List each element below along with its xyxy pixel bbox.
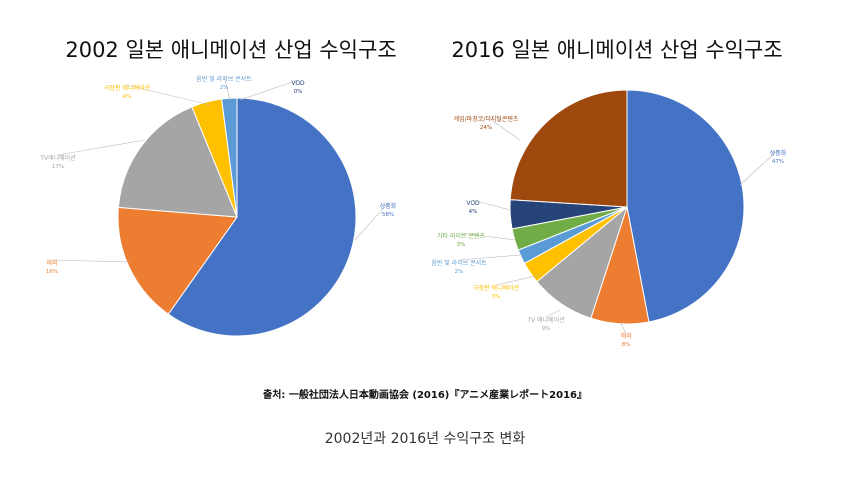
slice-label: 해외 bbox=[620, 332, 631, 340]
slice-percent: 3% bbox=[492, 294, 501, 300]
slice-percent: 3% bbox=[457, 242, 466, 248]
slice-percent: 2% bbox=[220, 85, 229, 91]
pie-chart-2002: 상품화 58% 해외 16% TV애니메이션 17% 극장판 애니메이션 4% 음반 및 라이브… bbox=[39, 75, 397, 337]
pie-slice bbox=[167, 97, 357, 337]
caption: 2002년과 2016년 수익구조 변화 bbox=[324, 431, 526, 447]
leader-line bbox=[223, 75, 231, 101]
slice-label: 상품화 bbox=[770, 149, 787, 157]
slice-label: 기타 라이브 콘텐츠 bbox=[437, 232, 485, 240]
leader-line bbox=[460, 232, 516, 241]
chart-title-2016: 2016 일본 애니메이션 산업 수익구조 bbox=[451, 38, 782, 62]
slice-percent: 2% bbox=[455, 269, 464, 275]
slice-percent: 8% bbox=[622, 342, 631, 348]
slice-percent: 4% bbox=[123, 94, 132, 100]
leader-line bbox=[739, 149, 779, 186]
slice-label: TV애니메이션 bbox=[39, 154, 75, 162]
slice-percent: 24% bbox=[480, 125, 492, 131]
slice-label: 극장판 애니메이션 bbox=[473, 284, 519, 292]
slice-percent: 16% bbox=[46, 269, 58, 275]
pie-slice bbox=[626, 89, 745, 323]
slice-label: 음반 및 라이브 콘서트 bbox=[196, 75, 252, 83]
slice-label: 게임/파칭코/디지털콘텐츠 bbox=[454, 115, 519, 123]
chart-title-2002: 2002 일본 애니메이션 산업 수익구조 bbox=[65, 38, 396, 62]
slice-label: TV 애니메이션 bbox=[526, 316, 564, 324]
slice-label: 상품화 bbox=[380, 202, 397, 210]
slice-percent: 9% bbox=[542, 326, 551, 332]
leader-line bbox=[485, 115, 521, 141]
slice-label: VOD bbox=[466, 200, 480, 207]
leader-line bbox=[472, 199, 511, 211]
leader-line bbox=[619, 321, 627, 334]
leader-line bbox=[57, 139, 146, 156]
leader-line bbox=[545, 309, 561, 318]
leader-line bbox=[126, 84, 211, 106]
slice-label: 음반 및 라이브 콘서트 bbox=[431, 259, 487, 267]
slice-percent: 17% bbox=[52, 164, 64, 170]
slice-percent: 4% bbox=[469, 209, 478, 215]
pie-slice bbox=[117, 106, 238, 218]
source-note: 출처: 一般社団法人日本動画協会 (2016)『アニメ産業レポート2016』 bbox=[263, 388, 587, 401]
pie-chart-2016: 상품화 47% 해외 8% TV 애니메이션 9% 극장판 애니메이션 3% 음반 및 라이브 … bbox=[431, 89, 787, 348]
leader-line bbox=[458, 254, 521, 261]
slice-percent: 0% bbox=[294, 89, 303, 95]
slice-label: 해외 bbox=[46, 259, 57, 267]
slice-percent: 58% bbox=[382, 212, 394, 218]
slice-label: 극장판 애니메이션 bbox=[104, 84, 150, 92]
leader-line bbox=[354, 202, 389, 241]
leader-line bbox=[495, 274, 541, 286]
pie-slice bbox=[509, 89, 628, 208]
leader-line bbox=[239, 79, 299, 101]
pie-slice bbox=[117, 206, 238, 315]
slice-label: VOD bbox=[291, 80, 305, 87]
slice-percent: 47% bbox=[772, 159, 784, 165]
leader-line bbox=[51, 259, 131, 263]
